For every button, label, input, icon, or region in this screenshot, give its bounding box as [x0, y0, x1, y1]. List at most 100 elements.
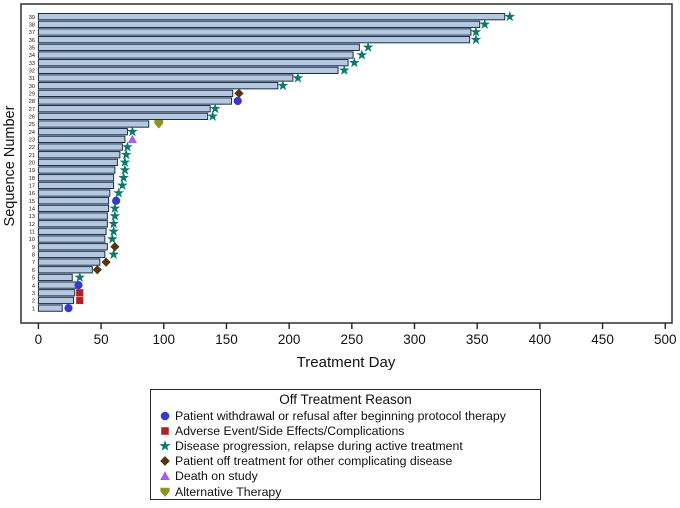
progression-star-marker	[209, 103, 221, 114]
legend-item-label: Patient off treatment for other complica…	[175, 454, 453, 469]
y-tick-label-30: 30	[29, 84, 35, 90]
alternative-pentagon-marker	[154, 120, 164, 129]
withdrawal-legend-icon	[155, 409, 175, 423]
treatment-bar-seq-35	[37, 43, 360, 51]
y-tick-label-26: 26	[29, 115, 35, 121]
y-tick-label-23: 23	[29, 138, 35, 144]
complicating-diamond-marker	[160, 456, 170, 466]
progression-star-marker	[292, 72, 304, 83]
legend-item-label: Disease progression, relapse during acti…	[175, 438, 463, 453]
y-tick-label-9: 9	[32, 245, 35, 251]
plot-canvas: 3938373635343332313029282726252423222120…	[2, 3, 677, 371]
treatment-bar-seq-14	[37, 204, 110, 213]
progression-star-marker	[277, 80, 289, 91]
x-tick-label-50: 50	[94, 332, 109, 347]
y-tick-label-16: 16	[29, 191, 35, 197]
progression-star-marker	[108, 218, 119, 229]
plot-frame	[20, 3, 673, 324]
progression-star-marker	[338, 64, 350, 75]
death-legend-icon	[155, 469, 175, 483]
x-tick-label-500: 500	[654, 332, 677, 347]
x-tick-label-200: 200	[278, 332, 301, 347]
y-tick-label-3: 3	[32, 291, 35, 297]
y-tick-label-8: 8	[32, 253, 35, 259]
y-tick-label-39: 39	[29, 15, 35, 21]
withdrawal-circle-marker	[74, 281, 83, 290]
treatment-bar-seq-17	[37, 181, 115, 190]
y-tick-label-2: 2	[32, 299, 35, 305]
x-tick-label-100: 100	[153, 332, 176, 347]
adverse-square-marker	[161, 427, 169, 435]
progression-star-marker	[504, 11, 516, 22]
legend-item-label: Death on study	[175, 469, 258, 484]
y-tick-label-17: 17	[29, 184, 35, 190]
progression-star-marker	[117, 179, 128, 190]
progression-star-marker	[349, 57, 360, 68]
y-tick-label-14: 14	[29, 207, 35, 213]
y-tick-label-1: 1	[32, 306, 35, 312]
x-tick-label-300: 300	[403, 332, 426, 347]
progression-star-marker	[107, 233, 118, 244]
x-tick-label-450: 450	[591, 332, 614, 347]
adverse-legend-icon	[155, 424, 175, 438]
y-axis-title: Sequence Number	[2, 105, 18, 226]
treatment-bar-seq-21	[37, 151, 121, 159]
y-tick-label-32: 32	[29, 68, 35, 74]
treatment-bar-seq-33	[37, 59, 349, 67]
alternative-legend-icon	[155, 485, 175, 499]
treatment-bar-seq-11	[37, 227, 107, 236]
progression-star-marker	[113, 187, 124, 198]
legend-item-withdrawal: Patient withdrawal or refusal after begi…	[155, 408, 536, 423]
y-tick-label-19: 19	[29, 168, 35, 174]
progression-legend-icon	[155, 439, 175, 453]
y-tick-label-4: 4	[32, 283, 35, 289]
complicating-diamond-marker	[92, 265, 102, 275]
treatment-bar-seq-18	[37, 174, 115, 182]
adverse-square-marker	[76, 296, 84, 305]
legend-item-label: Adverse Event/Side Effects/Complications	[175, 423, 405, 438]
treatment-bar-seq-24	[37, 128, 128, 136]
y-tick-label-27: 27	[29, 107, 35, 113]
progression-star-marker	[74, 271, 86, 282]
y-tick-label-28: 28	[29, 99, 35, 105]
y-tick-label-34: 34	[29, 53, 35, 59]
y-tick-label-12: 12	[29, 222, 35, 228]
treatment-bar-seq-12	[37, 220, 108, 228]
legend-title: Off Treatment Reason	[279, 392, 412, 407]
y-tick-label-15: 15	[29, 199, 35, 205]
progression-star-marker	[127, 126, 138, 137]
treatment-bar-seq-25	[37, 120, 150, 128]
complicating-diamond-marker	[234, 88, 244, 98]
progression-star-marker	[109, 202, 121, 213]
x-tick-label-400: 400	[529, 332, 552, 347]
legend-item-label: Alternative Therapy	[175, 484, 282, 499]
complicating-diamond-marker	[110, 242, 120, 252]
treatment-bar-seq-1	[37, 304, 63, 312]
withdrawal-circle-marker	[112, 196, 121, 205]
legend-items: Patient withdrawal or refusal after begi…	[151, 408, 540, 499]
treatment-bar-seq-31	[37, 74, 294, 82]
progression-star-marker	[356, 49, 368, 60]
treatment-bar-seq-28	[37, 97, 232, 105]
treatment-bar-seq-37	[37, 28, 472, 36]
death-triangle-marker	[160, 471, 170, 481]
treatment-bar-seq-32	[37, 66, 339, 74]
complicating-legend-icon	[155, 454, 175, 468]
x-tick-label-0: 0	[35, 332, 43, 347]
y-tick-label-21: 21	[29, 153, 35, 159]
treatment-bar-seq-38	[37, 20, 481, 28]
alternative-pentagon-marker	[160, 487, 170, 497]
legend-item-alternative: Alternative Therapy	[155, 484, 536, 499]
legend-item-complicating: Patient off treatment for other complica…	[155, 454, 536, 469]
progression-star-marker	[207, 110, 218, 121]
treatment-bar-seq-13	[37, 212, 108, 220]
legend-item-death: Death on study	[155, 469, 536, 484]
legend-item-adverse: Adverse Event/Side Effects/Complications	[155, 423, 536, 438]
y-tick-label-29: 29	[29, 92, 35, 98]
x-tick-label-150: 150	[215, 332, 238, 347]
y-tick-label-25: 25	[29, 122, 35, 128]
y-tick-label-18: 18	[29, 176, 35, 182]
withdrawal-circle-marker	[64, 304, 73, 313]
y-tick-label-10: 10	[29, 237, 35, 243]
progression-star-marker	[119, 156, 131, 167]
